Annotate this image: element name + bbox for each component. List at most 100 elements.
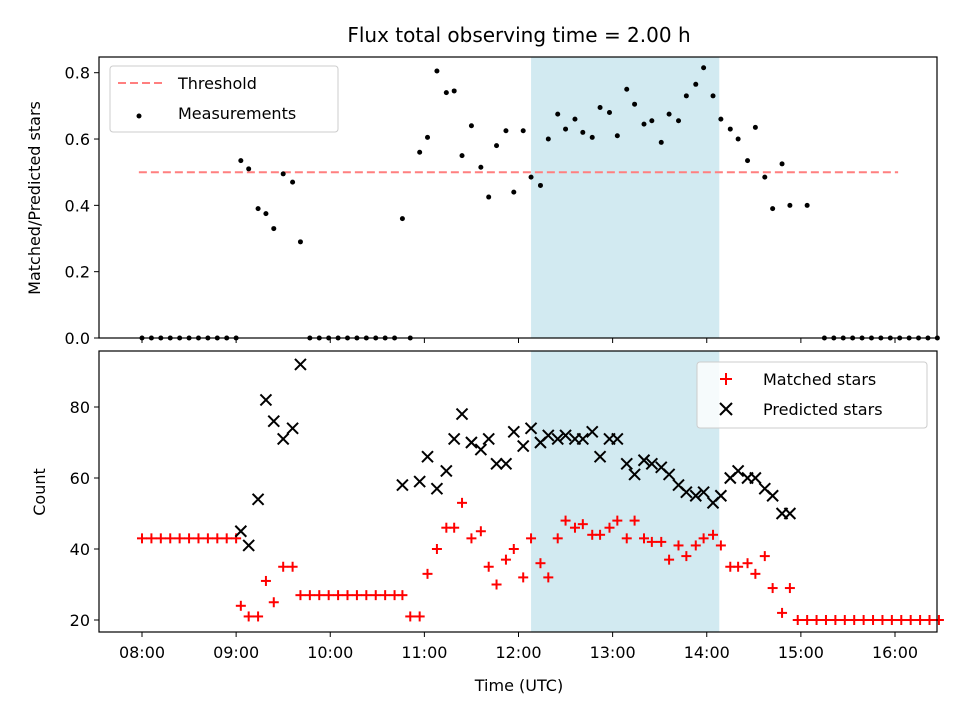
measurement-point (580, 129, 586, 135)
measurement-point (641, 121, 647, 127)
matched-star-point (370, 590, 381, 601)
legend-predicted-swatch (719, 402, 733, 416)
matched-star-point (673, 540, 684, 551)
matched-star-point (750, 568, 761, 579)
matched-star-point (491, 579, 502, 590)
predicted-star-point (542, 429, 555, 442)
matched-star-point (708, 529, 719, 540)
measurement-point (597, 105, 603, 111)
matched-star-point (868, 615, 879, 625)
predicted-star-point (559, 429, 572, 442)
matched-star-point (849, 615, 860, 625)
predicted-star-point (620, 457, 633, 471)
predicted-star-point (499, 457, 513, 471)
matched-star-point (656, 536, 667, 547)
matched-star-point (457, 497, 468, 508)
measurement-point (606, 109, 612, 115)
matched-star-point (475, 526, 486, 537)
measurement-point (727, 126, 733, 132)
legend-matched-swatch (720, 373, 732, 385)
predicted-star-point (421, 450, 434, 463)
matched-star-point (397, 590, 408, 601)
predicted-star-point (507, 425, 521, 439)
predicted-star-point (286, 422, 299, 435)
predicted-star-point (294, 358, 307, 371)
matched-star-point (759, 551, 770, 562)
matched-star-point (839, 615, 850, 625)
predicted-star-point (637, 454, 651, 467)
top-y-axis-label: Matched/Predicted stars (25, 101, 44, 295)
measurement-point (683, 93, 689, 99)
matched-star-point (646, 536, 657, 547)
x-tick-label: 15:00 (778, 643, 824, 662)
top-y-ticks: 0.0 0.2 0.4 0.6 0.8 (65, 64, 99, 348)
predicted-star-point (714, 489, 728, 502)
measurement-point (478, 164, 484, 170)
measurement-point (468, 123, 474, 129)
matched-star-point (742, 558, 753, 569)
x-axis-label: Time (UTC) (474, 676, 563, 695)
measurement-point (710, 93, 716, 99)
predicted-star-point (474, 443, 488, 456)
matched-star-point (380, 590, 391, 601)
matched-star-point (221, 533, 232, 544)
top-y-tick-label: 0.2 (65, 263, 90, 282)
matched-star-point (174, 533, 185, 544)
predicted-star-point (259, 393, 273, 407)
x-tick-label: 11:00 (401, 643, 447, 662)
predicted-star-point (749, 471, 762, 485)
matched-star-point (193, 533, 204, 544)
measurement-point (563, 126, 569, 132)
x-tick-label: 09:00 (213, 643, 259, 662)
measurement-point (511, 189, 517, 195)
matched-star-point (314, 590, 325, 601)
matched-star-point (681, 551, 692, 562)
measurement-point (572, 116, 578, 122)
predicted-star-point (267, 414, 280, 428)
matched-star-point (268, 597, 279, 608)
measurement-point (451, 88, 457, 94)
matched-star-point (552, 533, 563, 544)
measurement-point (701, 65, 707, 71)
measurement-point (614, 133, 620, 139)
top-panel: 0.0 0.2 0.4 0.6 0.8 Flux total observing tim… (25, 23, 940, 348)
matched-star-point (323, 590, 334, 601)
predicted-star-point (628, 468, 641, 481)
measurement-point (752, 124, 758, 130)
matched-star-point (604, 522, 615, 533)
measurement-point (434, 68, 440, 74)
matched-star-point (405, 611, 416, 622)
measurement-point (528, 174, 534, 180)
bottom-y-tick-label: 20 (70, 611, 90, 630)
bottom-legend: Matched stars Predicted stars (696, 361, 928, 429)
measurement-point (399, 216, 405, 222)
matched-star-point (877, 615, 888, 625)
matched-star-point (698, 533, 709, 544)
top-y-tick-label: 0.6 (65, 130, 90, 149)
matched-star-point (295, 590, 306, 601)
matched-star-point (422, 568, 433, 579)
matched-star-point (466, 533, 477, 544)
measurement-point (537, 182, 543, 188)
matched-star-point (260, 575, 271, 586)
measurement-point (280, 171, 286, 177)
matched-star-point (202, 533, 213, 544)
matched-star-point (690, 540, 701, 551)
x-tick-label: 10:00 (307, 643, 353, 662)
measurement-point (589, 134, 595, 140)
matched-star-point (777, 607, 788, 618)
predicted-star-point (276, 432, 290, 446)
measurement-point (658, 139, 664, 145)
matched-star-point (629, 515, 640, 526)
matched-star-point (595, 529, 606, 540)
predicted-star-point (576, 432, 590, 446)
legend-measurements-label: Measurements (178, 104, 296, 123)
x-tick-label: 08:00 (119, 643, 165, 662)
matched-star-point (792, 615, 803, 625)
matched-star-point (535, 558, 546, 569)
measurement-point (718, 116, 724, 122)
predicted-star-point (440, 464, 453, 478)
matched-star-point (137, 533, 147, 544)
matched-star-point (733, 561, 744, 572)
